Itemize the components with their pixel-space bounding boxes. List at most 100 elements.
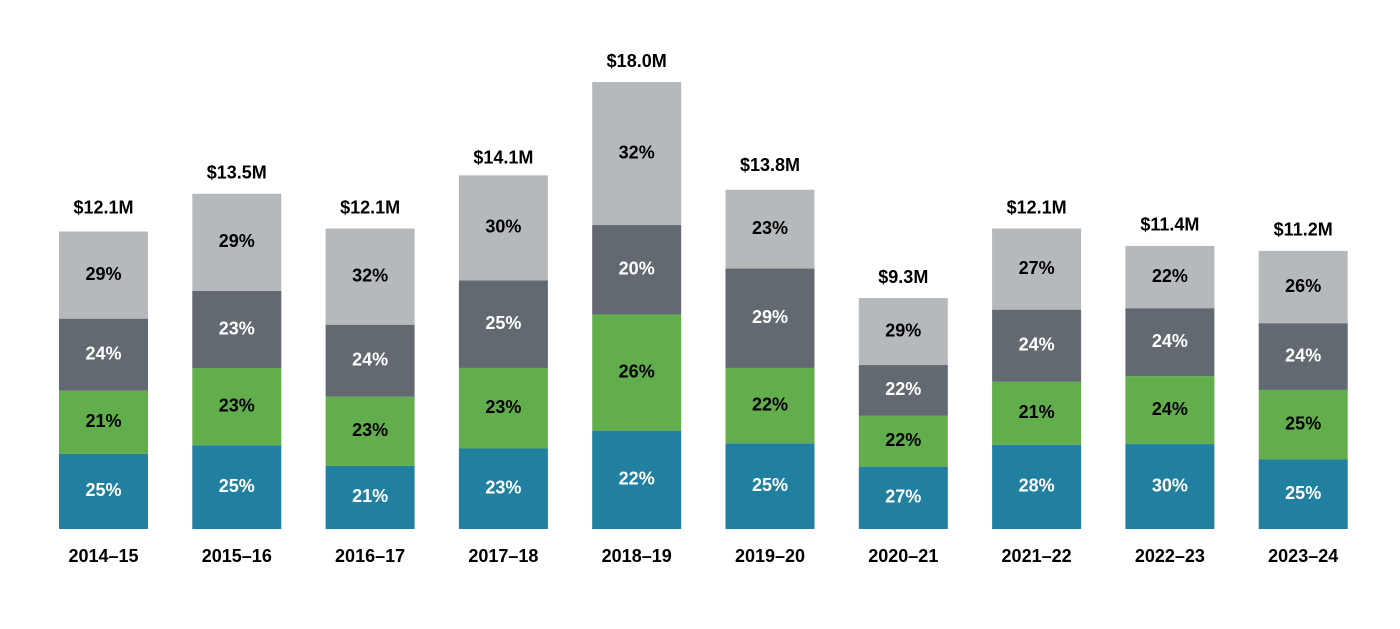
bar-segment xyxy=(1258,459,1348,529)
bar-segment xyxy=(458,175,548,281)
bar-segment xyxy=(458,280,548,368)
segment-label: 29% xyxy=(219,231,255,251)
segment-label: 21% xyxy=(85,411,121,431)
x-tick-label: 2023–24 xyxy=(1268,546,1338,566)
bar-segment xyxy=(192,193,282,291)
bar-segment xyxy=(1125,245,1215,309)
segment-label: 24% xyxy=(352,349,388,369)
total-label: $18.0M xyxy=(607,51,667,71)
segment-label: 29% xyxy=(85,264,121,284)
segment-label: 24% xyxy=(85,343,121,363)
segment-label: 23% xyxy=(219,395,255,415)
x-tick-label: 2018–19 xyxy=(602,546,672,566)
segment-label: 20% xyxy=(619,258,655,278)
segment-label: 21% xyxy=(1019,402,1055,422)
segment-label: 24% xyxy=(1019,334,1055,354)
segment-label: 26% xyxy=(619,361,655,381)
segment-label: 27% xyxy=(885,487,921,507)
segment-label: 24% xyxy=(1152,399,1188,419)
bar-segment xyxy=(1125,308,1215,377)
total-label: $11.4M xyxy=(1140,215,1199,235)
bar-segment xyxy=(458,448,548,529)
total-label: $12.1M xyxy=(73,197,133,217)
bar-segment xyxy=(992,309,1082,382)
segment-label: 24% xyxy=(1152,331,1188,351)
segment-label: 23% xyxy=(352,420,388,440)
bar-segment xyxy=(59,453,148,529)
segment-label: 32% xyxy=(619,142,655,162)
bar-segment xyxy=(458,367,548,449)
bar-segment xyxy=(858,466,948,529)
total-label: $14.1M xyxy=(473,148,533,168)
bar-segment xyxy=(325,228,415,325)
segment-label: 22% xyxy=(752,394,788,414)
total-label: $11.2M xyxy=(1274,220,1333,240)
bar-segment xyxy=(592,225,682,315)
bar-segment xyxy=(725,189,815,269)
bar-segment xyxy=(858,415,948,467)
bar-segment xyxy=(59,231,148,319)
bar-segment xyxy=(1258,250,1348,324)
segment-label: 25% xyxy=(752,475,788,495)
segment-label: 21% xyxy=(352,486,388,506)
segment-label: 23% xyxy=(219,318,255,338)
segment-label: 22% xyxy=(619,469,655,489)
segment-label: 25% xyxy=(485,313,521,333)
bar-segment xyxy=(1125,444,1215,529)
bar-segment xyxy=(1258,323,1348,390)
x-tick-label: 2020–21 xyxy=(868,546,938,566)
segment-label: 25% xyxy=(1285,483,1321,503)
bar-segment xyxy=(725,367,815,444)
bar-segment xyxy=(725,268,815,368)
total-label: $12.1M xyxy=(1007,197,1067,217)
bar-segment xyxy=(325,465,415,529)
segment-label: 29% xyxy=(752,307,788,327)
bar-segment xyxy=(1258,389,1348,460)
segment-label: 22% xyxy=(885,430,921,450)
segment-label: 30% xyxy=(485,217,521,237)
bar-segment xyxy=(992,228,1082,310)
x-tick-label: 2017–18 xyxy=(468,546,538,566)
segment-label: 32% xyxy=(352,265,388,285)
bar-segment xyxy=(592,430,682,529)
x-tick-label: 2014–15 xyxy=(68,546,138,566)
total-label: $12.1M xyxy=(340,197,400,217)
bar-segment xyxy=(592,314,682,431)
bar-segment xyxy=(725,443,815,529)
x-tick-label: 2021–22 xyxy=(1002,546,1072,566)
segment-label: 26% xyxy=(1285,276,1321,296)
bar-segment xyxy=(592,82,682,226)
segment-label: 25% xyxy=(1285,413,1321,433)
x-tick-label: 2016–17 xyxy=(335,546,405,566)
bar-segment xyxy=(192,290,282,369)
bar-segment xyxy=(1125,376,1215,445)
x-tick-label: 2015–16 xyxy=(202,546,272,566)
bar-segment xyxy=(325,396,415,466)
segment-label: 22% xyxy=(1152,266,1188,286)
total-label: $13.8M xyxy=(740,155,800,175)
segment-label: 30% xyxy=(1152,475,1188,495)
bar-segment xyxy=(325,324,415,397)
segment-label: 24% xyxy=(1285,345,1321,365)
x-tick-label: 2019–20 xyxy=(735,546,805,566)
bar-segment xyxy=(59,390,148,454)
segment-label: 22% xyxy=(885,379,921,399)
segment-label: 25% xyxy=(85,480,121,500)
segment-label: 27% xyxy=(1019,258,1055,278)
bar-segment xyxy=(992,381,1082,445)
segment-label: 29% xyxy=(885,320,921,340)
bar-segment xyxy=(858,298,948,366)
segment-label: 25% xyxy=(219,476,255,496)
total-label: $9.3M xyxy=(878,267,928,287)
bar-segment xyxy=(992,444,1082,529)
bar-segment xyxy=(192,445,282,529)
segment-label: 23% xyxy=(485,397,521,417)
total-label: $13.5M xyxy=(207,163,267,183)
segment-label: 28% xyxy=(1019,476,1055,496)
segment-label: 23% xyxy=(752,218,788,238)
bar-segment xyxy=(858,365,948,416)
x-tick-label: 2022–23 xyxy=(1135,546,1205,566)
bar-segment xyxy=(59,318,148,391)
segment-label: 23% xyxy=(485,477,521,497)
